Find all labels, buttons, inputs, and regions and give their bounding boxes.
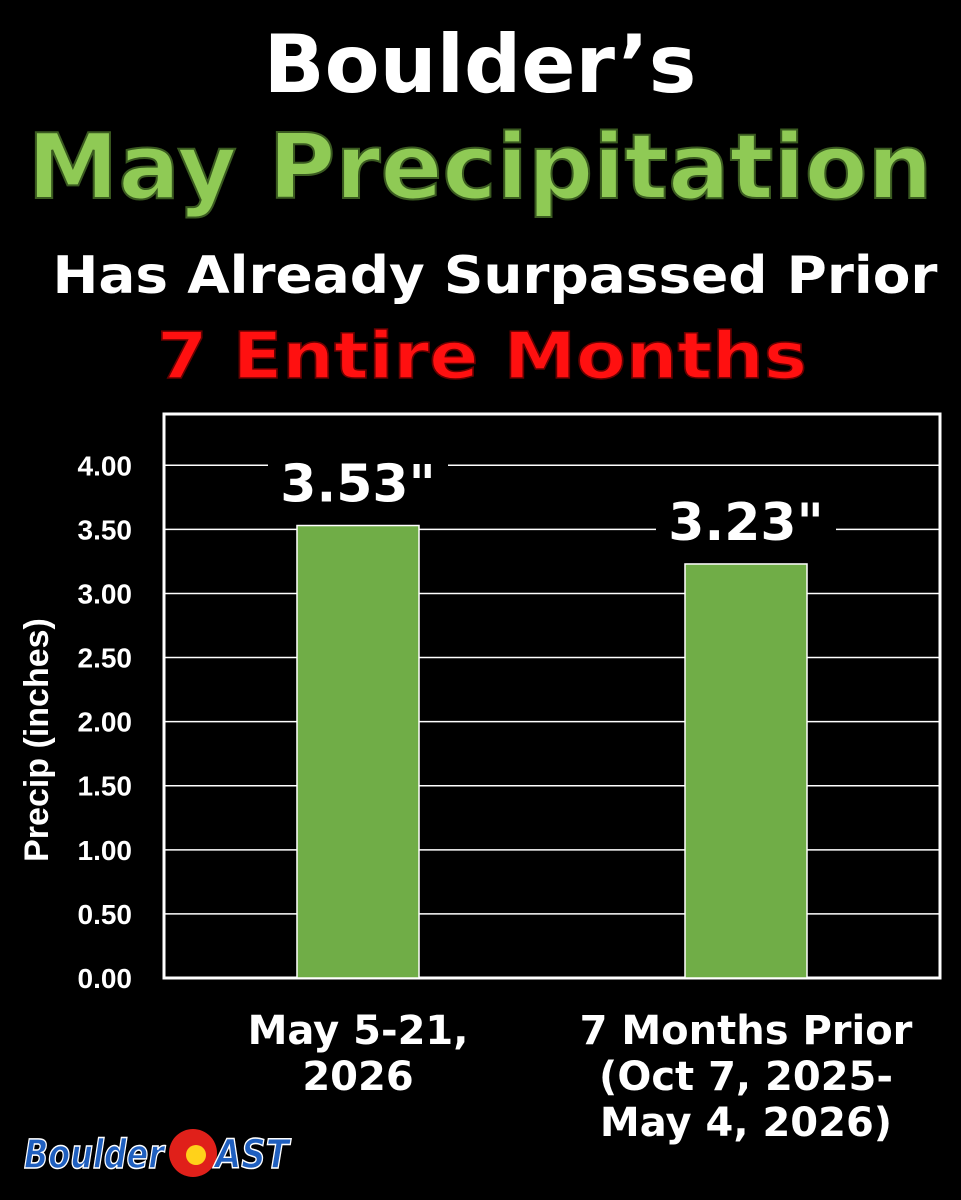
title-line-2: May Precipitation: [28, 115, 933, 220]
y-tick-label: 1.50: [78, 771, 133, 802]
value-label: 3.23": [668, 493, 823, 553]
x-tick-label: 7 Months Prior (Oct 7, 2025- May 4, 2026…: [579, 1008, 913, 1146]
y-tick-label: 0.00: [78, 963, 133, 994]
logo-text: Boulder: [24, 1132, 166, 1178]
logo-text: AST: [212, 1132, 291, 1178]
value-label-bg: [268, 453, 448, 514]
bar: [684, 563, 808, 979]
subtitle-line-2: 7 Entire Months: [157, 320, 807, 394]
subtitle-line-1: Has Already Surpassed Prior: [53, 246, 938, 306]
value-label-bg: [656, 491, 836, 552]
bar: [296, 524, 420, 979]
title-line-1: Boulder’s: [264, 18, 697, 111]
logo: Boulder AST: [23, 1129, 292, 1179]
value-label: 3.53": [280, 455, 435, 515]
y-tick-label: 3.00: [78, 578, 133, 609]
y-tick-label: 0.50: [78, 899, 133, 930]
y-tick-label: 4.00: [78, 450, 133, 481]
y-axis-label: Precip (inches): [18, 618, 56, 862]
y-tick-label: 2.50: [78, 643, 133, 674]
x-tick-label: May 5-21, 2026: [247, 1008, 469, 1100]
plot-frame: [162, 412, 942, 980]
y-tick-label: 3.50: [78, 514, 133, 545]
y-tick-label: 1.00: [78, 835, 133, 866]
y-tick-label: 2.00: [78, 707, 133, 738]
logo-icon: [186, 1145, 206, 1165]
